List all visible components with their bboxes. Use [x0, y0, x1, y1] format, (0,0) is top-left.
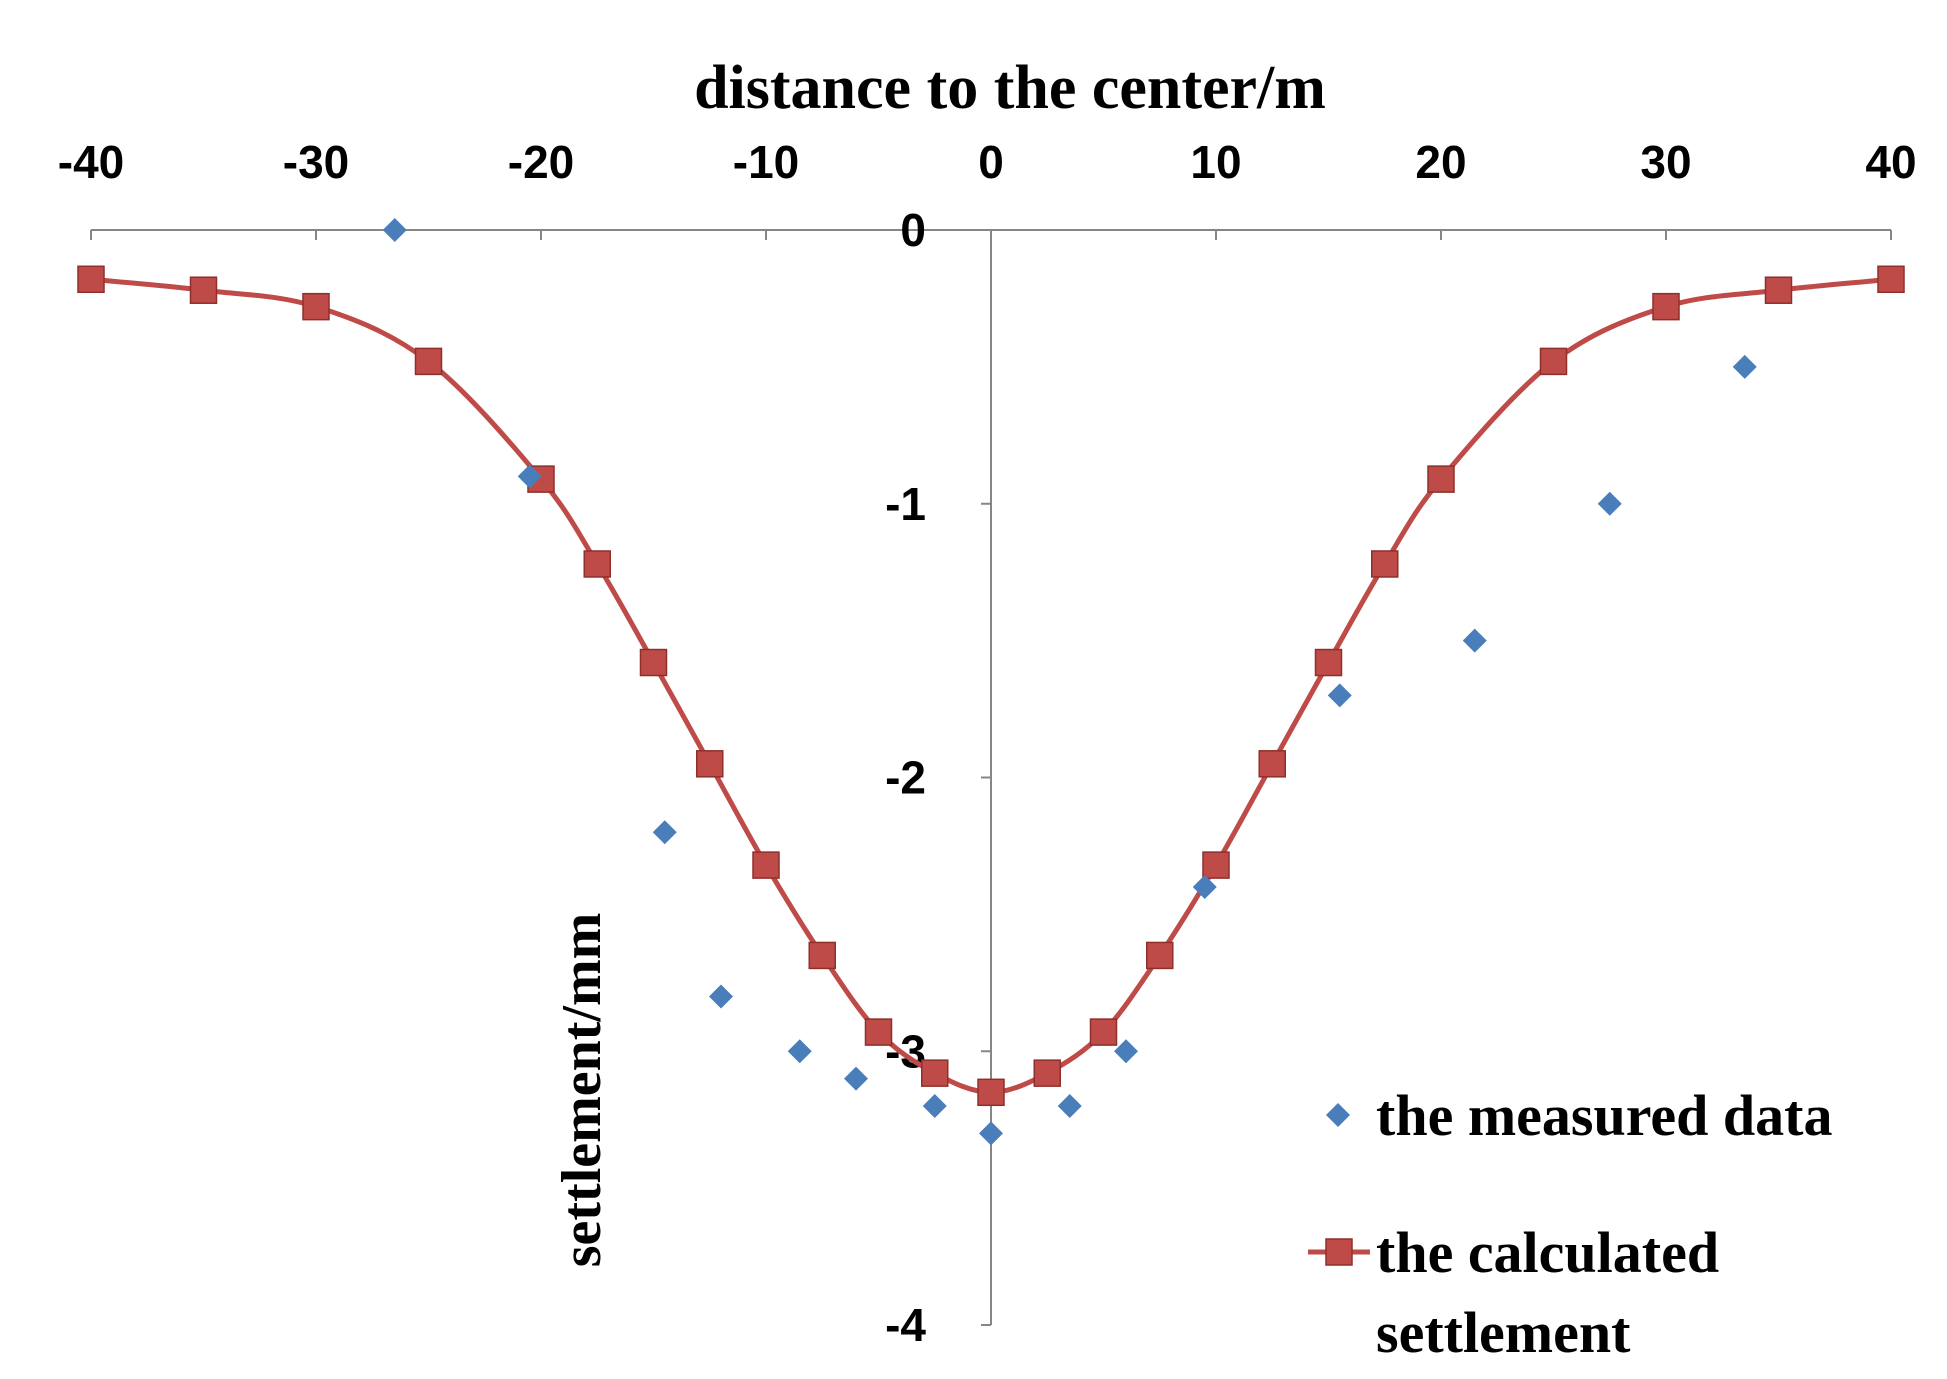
measured-point	[517, 464, 542, 489]
x-tick-label: -20	[508, 136, 574, 188]
calculated-point	[1258, 750, 1286, 778]
measured-point	[709, 984, 733, 1009]
legend-measured-label: the measured data	[1376, 1083, 1832, 1148]
calculated-point	[808, 941, 836, 970]
measured-point	[1057, 1094, 1082, 1118]
calculated-point	[752, 851, 780, 879]
calculated-point	[921, 1059, 949, 1087]
x-tick-label: 10	[1190, 136, 1241, 188]
measured-point	[844, 1066, 868, 1091]
measured-point	[979, 1121, 1003, 1146]
calculated-point	[583, 550, 611, 578]
calculated-point	[189, 276, 218, 304]
y-axis-title: settlement/mm	[551, 913, 613, 1268]
x-tick-label: -10	[733, 136, 799, 188]
x-tick-label: 30	[1640, 136, 1691, 188]
measured-series	[382, 218, 1757, 1146]
x-tick-label: 20	[1415, 136, 1466, 188]
calculated-point	[1539, 347, 1568, 376]
axes	[90, 229, 1892, 1326]
measured-point	[652, 820, 677, 845]
measured-point	[382, 218, 407, 242]
calculated-point	[1202, 851, 1230, 879]
calculated-point	[696, 750, 724, 778]
calculated-point	[639, 648, 668, 677]
measured-point	[1192, 875, 1217, 899]
x-tick-label: -40	[58, 136, 124, 188]
y-tick-label: -1	[885, 478, 926, 530]
measured-point	[1732, 354, 1757, 379]
x-tick-label: 40	[1865, 136, 1916, 188]
calculated-point	[414, 347, 443, 376]
measured-point	[1462, 628, 1487, 653]
calculated-point	[864, 1018, 893, 1046]
y-tick-labels: 0-1-2-3-4	[885, 204, 926, 1351]
calculated-point	[977, 1078, 1005, 1107]
y-tick-label: -4	[885, 1299, 926, 1351]
legend-calculated-label-line1: the calculated	[1376, 1220, 1719, 1285]
legend-calculated-label-line2: settlement	[1376, 1300, 1631, 1365]
calculated-point	[1427, 465, 1455, 493]
x-tick-labels: -40 -30 -20 -10 0 10 20 30 40	[58, 136, 1917, 188]
calculated-point	[1089, 1018, 1118, 1046]
y-tick-label: -2	[885, 752, 926, 804]
measured-point	[1597, 491, 1622, 516]
legend: the measured data the calculated settlem…	[1308, 1083, 1832, 1365]
legend-diamond-marker	[1326, 1103, 1350, 1127]
calculated-point	[1314, 648, 1343, 677]
calculated-point	[1652, 292, 1680, 321]
calculated-point	[1877, 265, 1905, 294]
x-tick-label: -30	[283, 136, 349, 188]
calculated-point	[1764, 276, 1793, 304]
measured-point	[1114, 1039, 1138, 1064]
calculated-point	[1146, 941, 1174, 970]
calculated-point	[77, 265, 105, 294]
calculated-point	[302, 292, 330, 321]
y-tick-label: 0	[900, 204, 926, 256]
measured-point	[922, 1094, 947, 1118]
x-axis-title: distance to the center/m	[694, 54, 1326, 122]
measured-point	[787, 1039, 812, 1064]
calculated-point	[1371, 550, 1399, 578]
calculated-point	[1033, 1059, 1061, 1087]
measured-point	[1327, 683, 1352, 708]
legend-square-marker	[1325, 1238, 1353, 1266]
x-tick-label: 0	[978, 136, 1004, 188]
